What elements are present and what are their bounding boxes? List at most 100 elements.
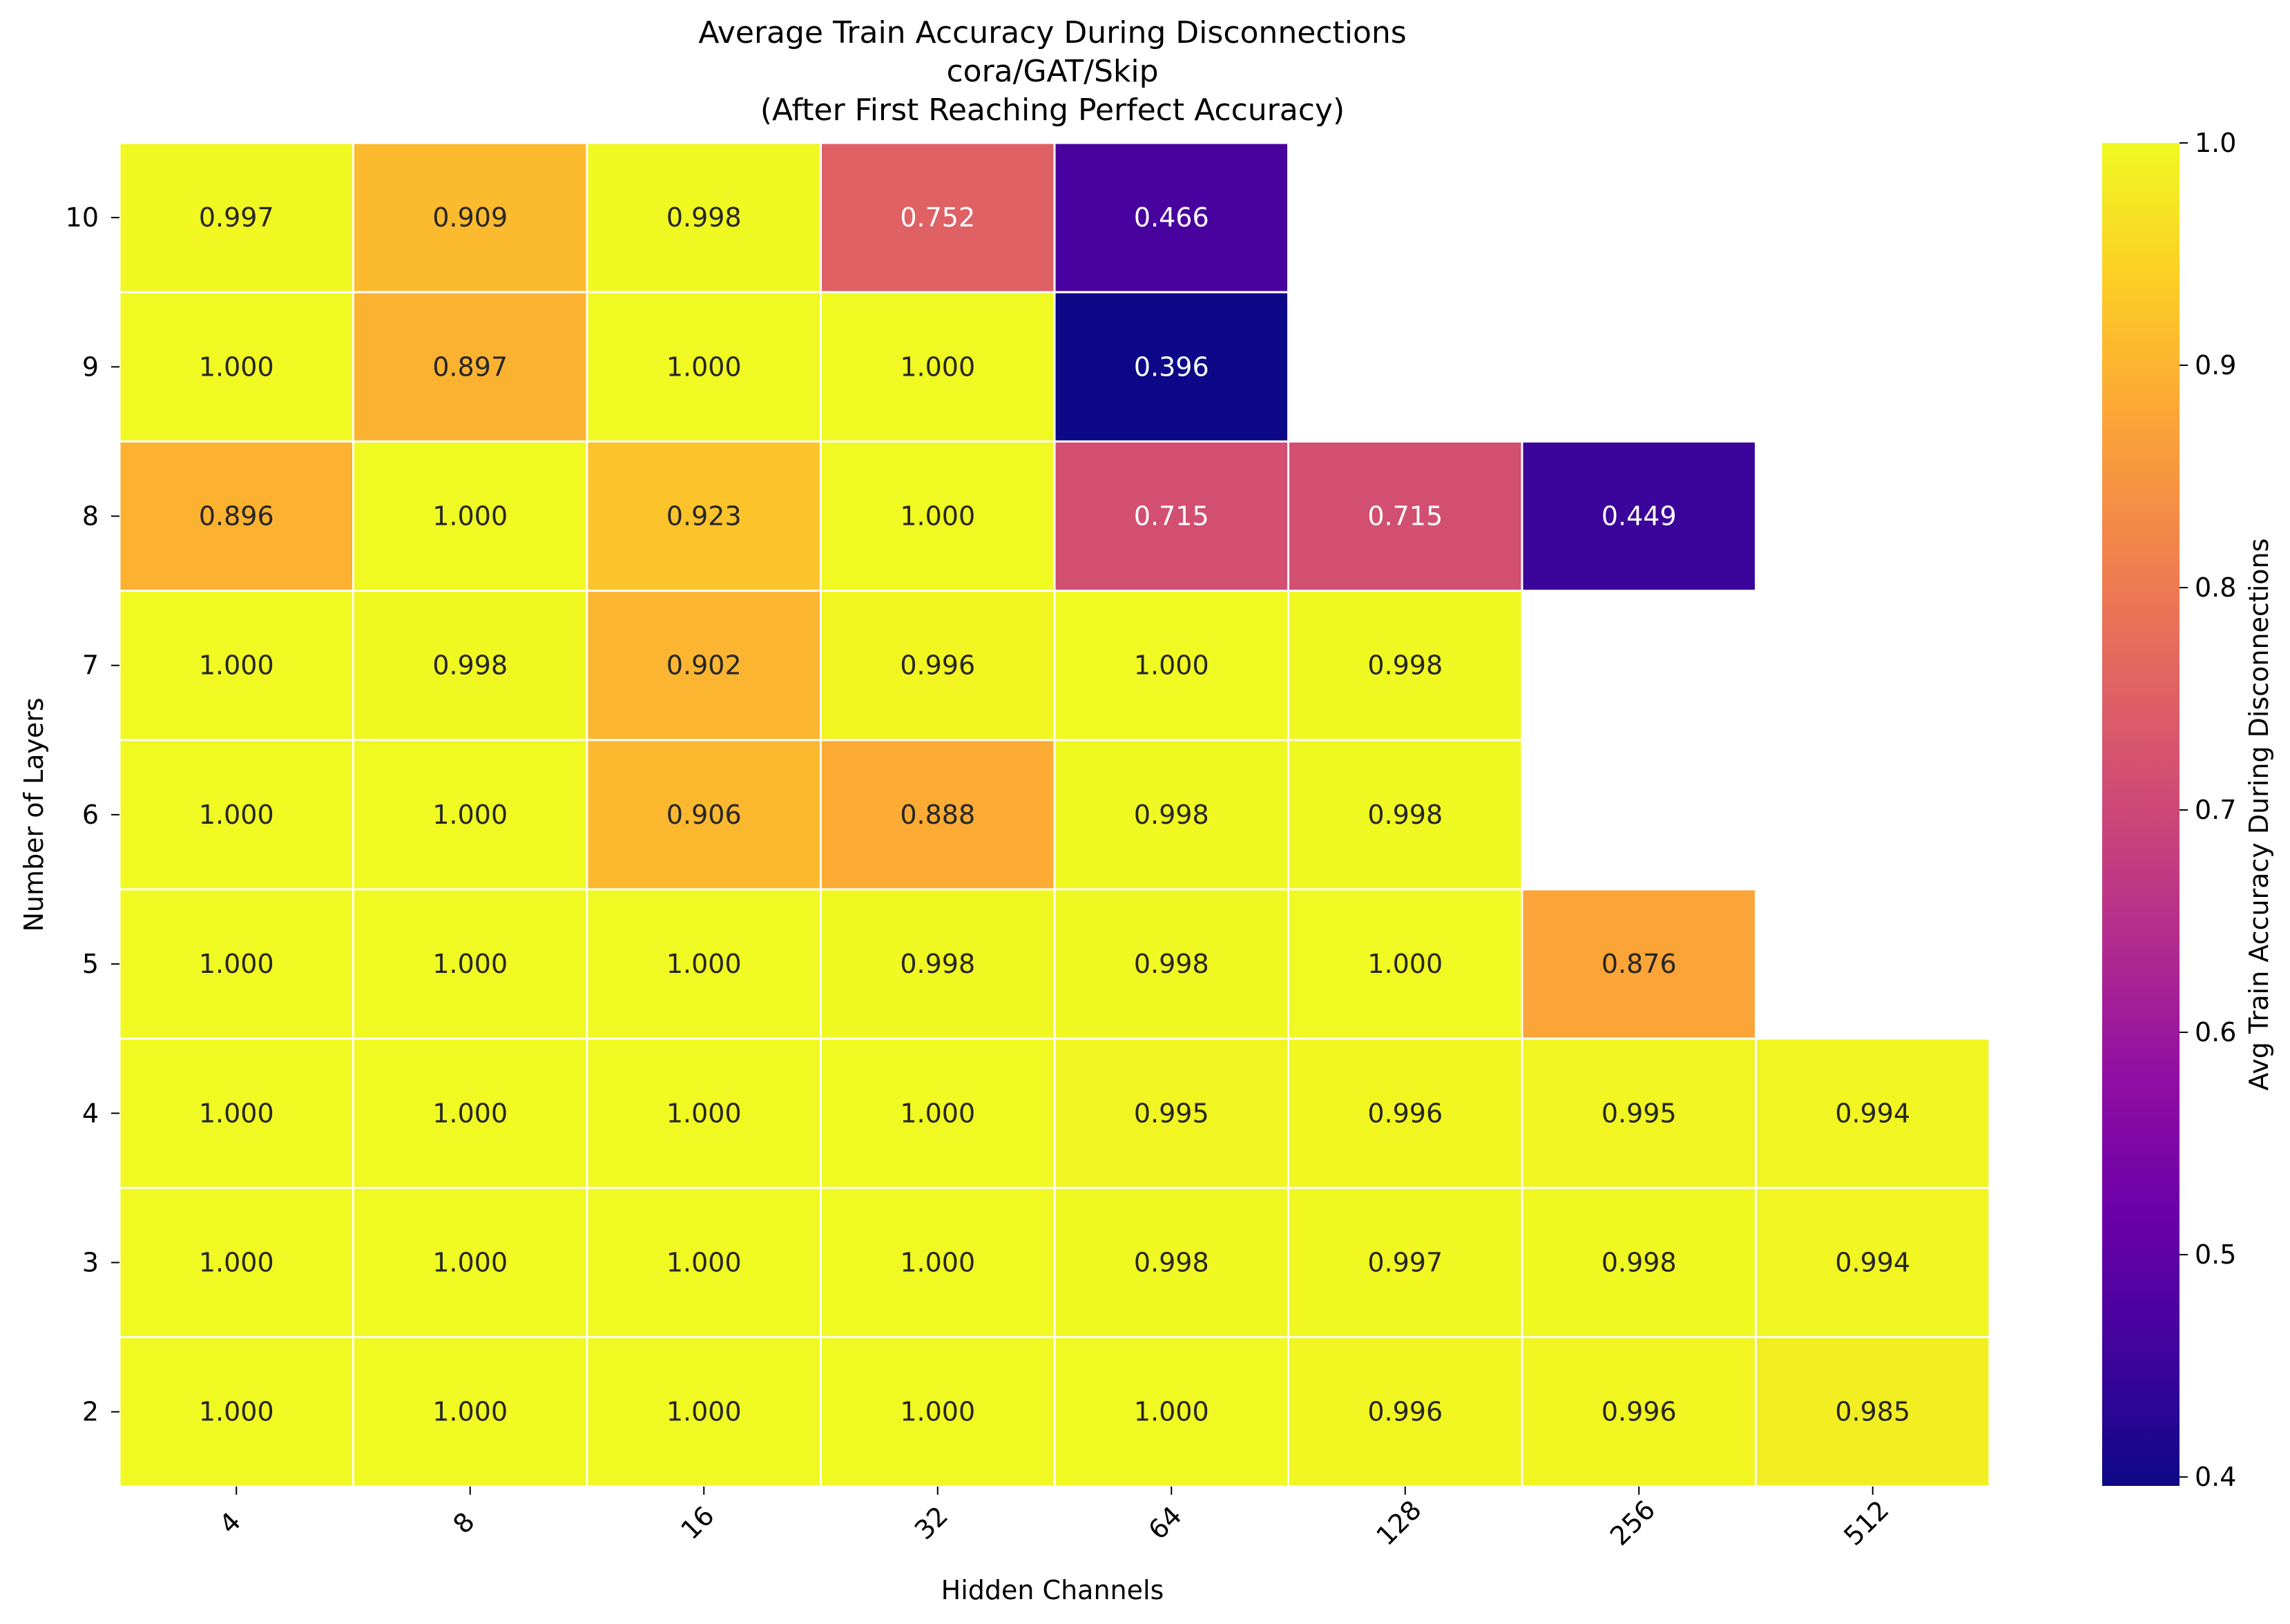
cell-value-label: 0.715 bbox=[1134, 501, 1209, 532]
y-axis: 10 9 8 7 6 5 4 3 2 bbox=[66, 202, 119, 1427]
cell-value-label: 0.902 bbox=[666, 650, 742, 681]
cell-value-label: 0.909 bbox=[432, 202, 508, 233]
cell-value-label: 1.000 bbox=[666, 351, 742, 382]
cell-value-label: 1.000 bbox=[199, 949, 274, 979]
chart-title: Average Train Accuracy During Disconnect… bbox=[698, 15, 1406, 128]
cell-value-label: 1.000 bbox=[432, 1397, 508, 1427]
cell-value-label: 0.998 bbox=[1367, 650, 1443, 681]
cell-value-label: 0.897 bbox=[432, 351, 508, 382]
cell-value-label: 0.996 bbox=[900, 650, 975, 681]
cell-value-label: 0.449 bbox=[1601, 501, 1677, 532]
heatmap-cell bbox=[352, 142, 588, 293]
heatmap-cell bbox=[1287, 739, 1523, 891]
cell-value-label: 0.985 bbox=[1835, 1397, 1910, 1427]
colorbar-tick-label: 1.0 bbox=[2195, 128, 2236, 158]
heatmap-cell-labels: 0.997 0.909 0.998 0.752 0.466 1.000 0.897 1.000… bbox=[199, 202, 1910, 1427]
heatmap-cell bbox=[1521, 440, 1757, 592]
colorbar-tick-label: 0.7 bbox=[2195, 795, 2236, 825]
cell-value-label: 0.995 bbox=[1601, 1098, 1677, 1128]
heatmap-cell bbox=[820, 1186, 1056, 1339]
heatmap-cell bbox=[1755, 1037, 1991, 1189]
cell-value-label: 1.000 bbox=[666, 1098, 742, 1128]
heatmap-cell bbox=[1053, 1186, 1289, 1339]
colorbar-tick-label: 0.8 bbox=[2195, 572, 2236, 603]
cell-value-label: 0.396 bbox=[1134, 351, 1209, 382]
cell-value-label: 1.000 bbox=[432, 1098, 508, 1128]
cell-value-label: 1.000 bbox=[432, 949, 508, 979]
y-axis-label: Number of Layers bbox=[19, 697, 49, 931]
heatmap-cell bbox=[1053, 291, 1289, 443]
cell-value-label: 1.000 bbox=[900, 351, 975, 382]
chart-title-line-1: Average Train Accuracy During Disconnect… bbox=[698, 15, 1406, 50]
heatmap-cell bbox=[1287, 1186, 1523, 1339]
heatmap-cell bbox=[1053, 440, 1289, 592]
cell-value-label: 0.906 bbox=[666, 800, 742, 830]
cell-value-label: 0.923 bbox=[666, 501, 742, 532]
cell-value-label: 0.896 bbox=[199, 501, 274, 532]
heatmap-cell bbox=[1287, 590, 1523, 742]
colorbar-gradient bbox=[2102, 143, 2180, 1486]
x-tick-label: 128 bbox=[1370, 1494, 1427, 1551]
colorbar: 0.4 0.5 0.6 0.7 0.8 0.9 1.0 Avg Train Accuracy… bbox=[2102, 128, 2274, 1492]
x-tick-label: 16 bbox=[675, 1500, 720, 1545]
cell-value-label: 1.000 bbox=[199, 1248, 274, 1278]
cell-value-label: 1.000 bbox=[432, 800, 508, 830]
cell-value-label: 0.996 bbox=[1367, 1397, 1443, 1427]
heatmap-cell bbox=[1521, 1186, 1757, 1339]
cell-value-label: 1.000 bbox=[666, 949, 742, 979]
y-tick-label: 8 bbox=[82, 501, 99, 532]
colorbar-ticks: 0.4 0.5 0.6 0.7 0.8 0.9 1.0 bbox=[2180, 128, 2236, 1492]
heatmap-cell bbox=[1521, 1037, 1757, 1189]
y-tick-label: 10 bbox=[66, 202, 99, 233]
cell-value-label: 1.000 bbox=[432, 1248, 508, 1278]
cell-value-label: 0.996 bbox=[1367, 1098, 1443, 1128]
cell-value-label: 0.752 bbox=[900, 202, 975, 233]
colorbar-tick-label: 0.9 bbox=[2195, 350, 2236, 380]
cell-value-label: 0.998 bbox=[1134, 949, 1209, 979]
heatmap-cell bbox=[1053, 739, 1289, 891]
heatmap-cell bbox=[586, 142, 822, 293]
x-tick-label: 256 bbox=[1604, 1494, 1661, 1551]
x-tick-label: 8 bbox=[447, 1506, 480, 1539]
cell-value-label: 0.466 bbox=[1134, 202, 1209, 233]
heatmap-cell bbox=[118, 291, 354, 443]
heatmap-cell bbox=[1755, 1186, 1991, 1339]
heatmap-cell bbox=[352, 888, 588, 1040]
x-tick-label: 512 bbox=[1838, 1494, 1894, 1551]
x-tick-label: 64 bbox=[1142, 1500, 1187, 1545]
heatmap-cell bbox=[352, 1037, 588, 1189]
cell-value-label: 0.995 bbox=[1134, 1098, 1209, 1128]
heatmap-cell bbox=[352, 1336, 588, 1488]
cell-value-label: 1.000 bbox=[900, 1098, 975, 1128]
cell-value-label: 0.997 bbox=[1367, 1248, 1443, 1278]
cell-value-label: 1.000 bbox=[900, 1248, 975, 1278]
heatmap-cell bbox=[1287, 440, 1523, 592]
cell-value-label: 1.000 bbox=[1134, 650, 1209, 681]
y-tick-label: 2 bbox=[82, 1397, 99, 1427]
chart-title-line-3: (After First Reaching Perfect Accuracy) bbox=[760, 93, 1345, 128]
cell-value-label: 1.000 bbox=[199, 1397, 274, 1427]
heatmap-cell bbox=[1287, 888, 1523, 1040]
x-tick-label: 4 bbox=[213, 1506, 247, 1539]
cell-value-label: 0.998 bbox=[1601, 1248, 1677, 1278]
heatmap-cell bbox=[1053, 1336, 1289, 1488]
colorbar-tick-label: 0.4 bbox=[2195, 1462, 2236, 1492]
colorbar-tick-label: 0.5 bbox=[2195, 1239, 2236, 1270]
cell-value-label: 0.876 bbox=[1601, 949, 1677, 979]
cell-value-label: 0.996 bbox=[1601, 1397, 1677, 1427]
heatmap-cell bbox=[352, 739, 588, 891]
heatmap-cell bbox=[1053, 142, 1289, 293]
colorbar-label: Avg Train Accuracy During Disconnections bbox=[2244, 539, 2274, 1091]
cell-value-label: 0.888 bbox=[900, 800, 975, 830]
y-tick-label: 7 bbox=[82, 650, 99, 681]
heatmap-cell bbox=[352, 590, 588, 742]
cell-value-label: 0.998 bbox=[1134, 800, 1209, 830]
cell-value-label: 1.000 bbox=[432, 501, 508, 532]
heatmap-cell bbox=[352, 1186, 588, 1339]
y-tick-label: 9 bbox=[82, 351, 99, 382]
cell-value-label: 0.994 bbox=[1835, 1248, 1910, 1278]
cell-value-label: 1.000 bbox=[1367, 949, 1443, 979]
heatmap-cell bbox=[586, 291, 822, 443]
heatmap-cell bbox=[1521, 1336, 1757, 1488]
